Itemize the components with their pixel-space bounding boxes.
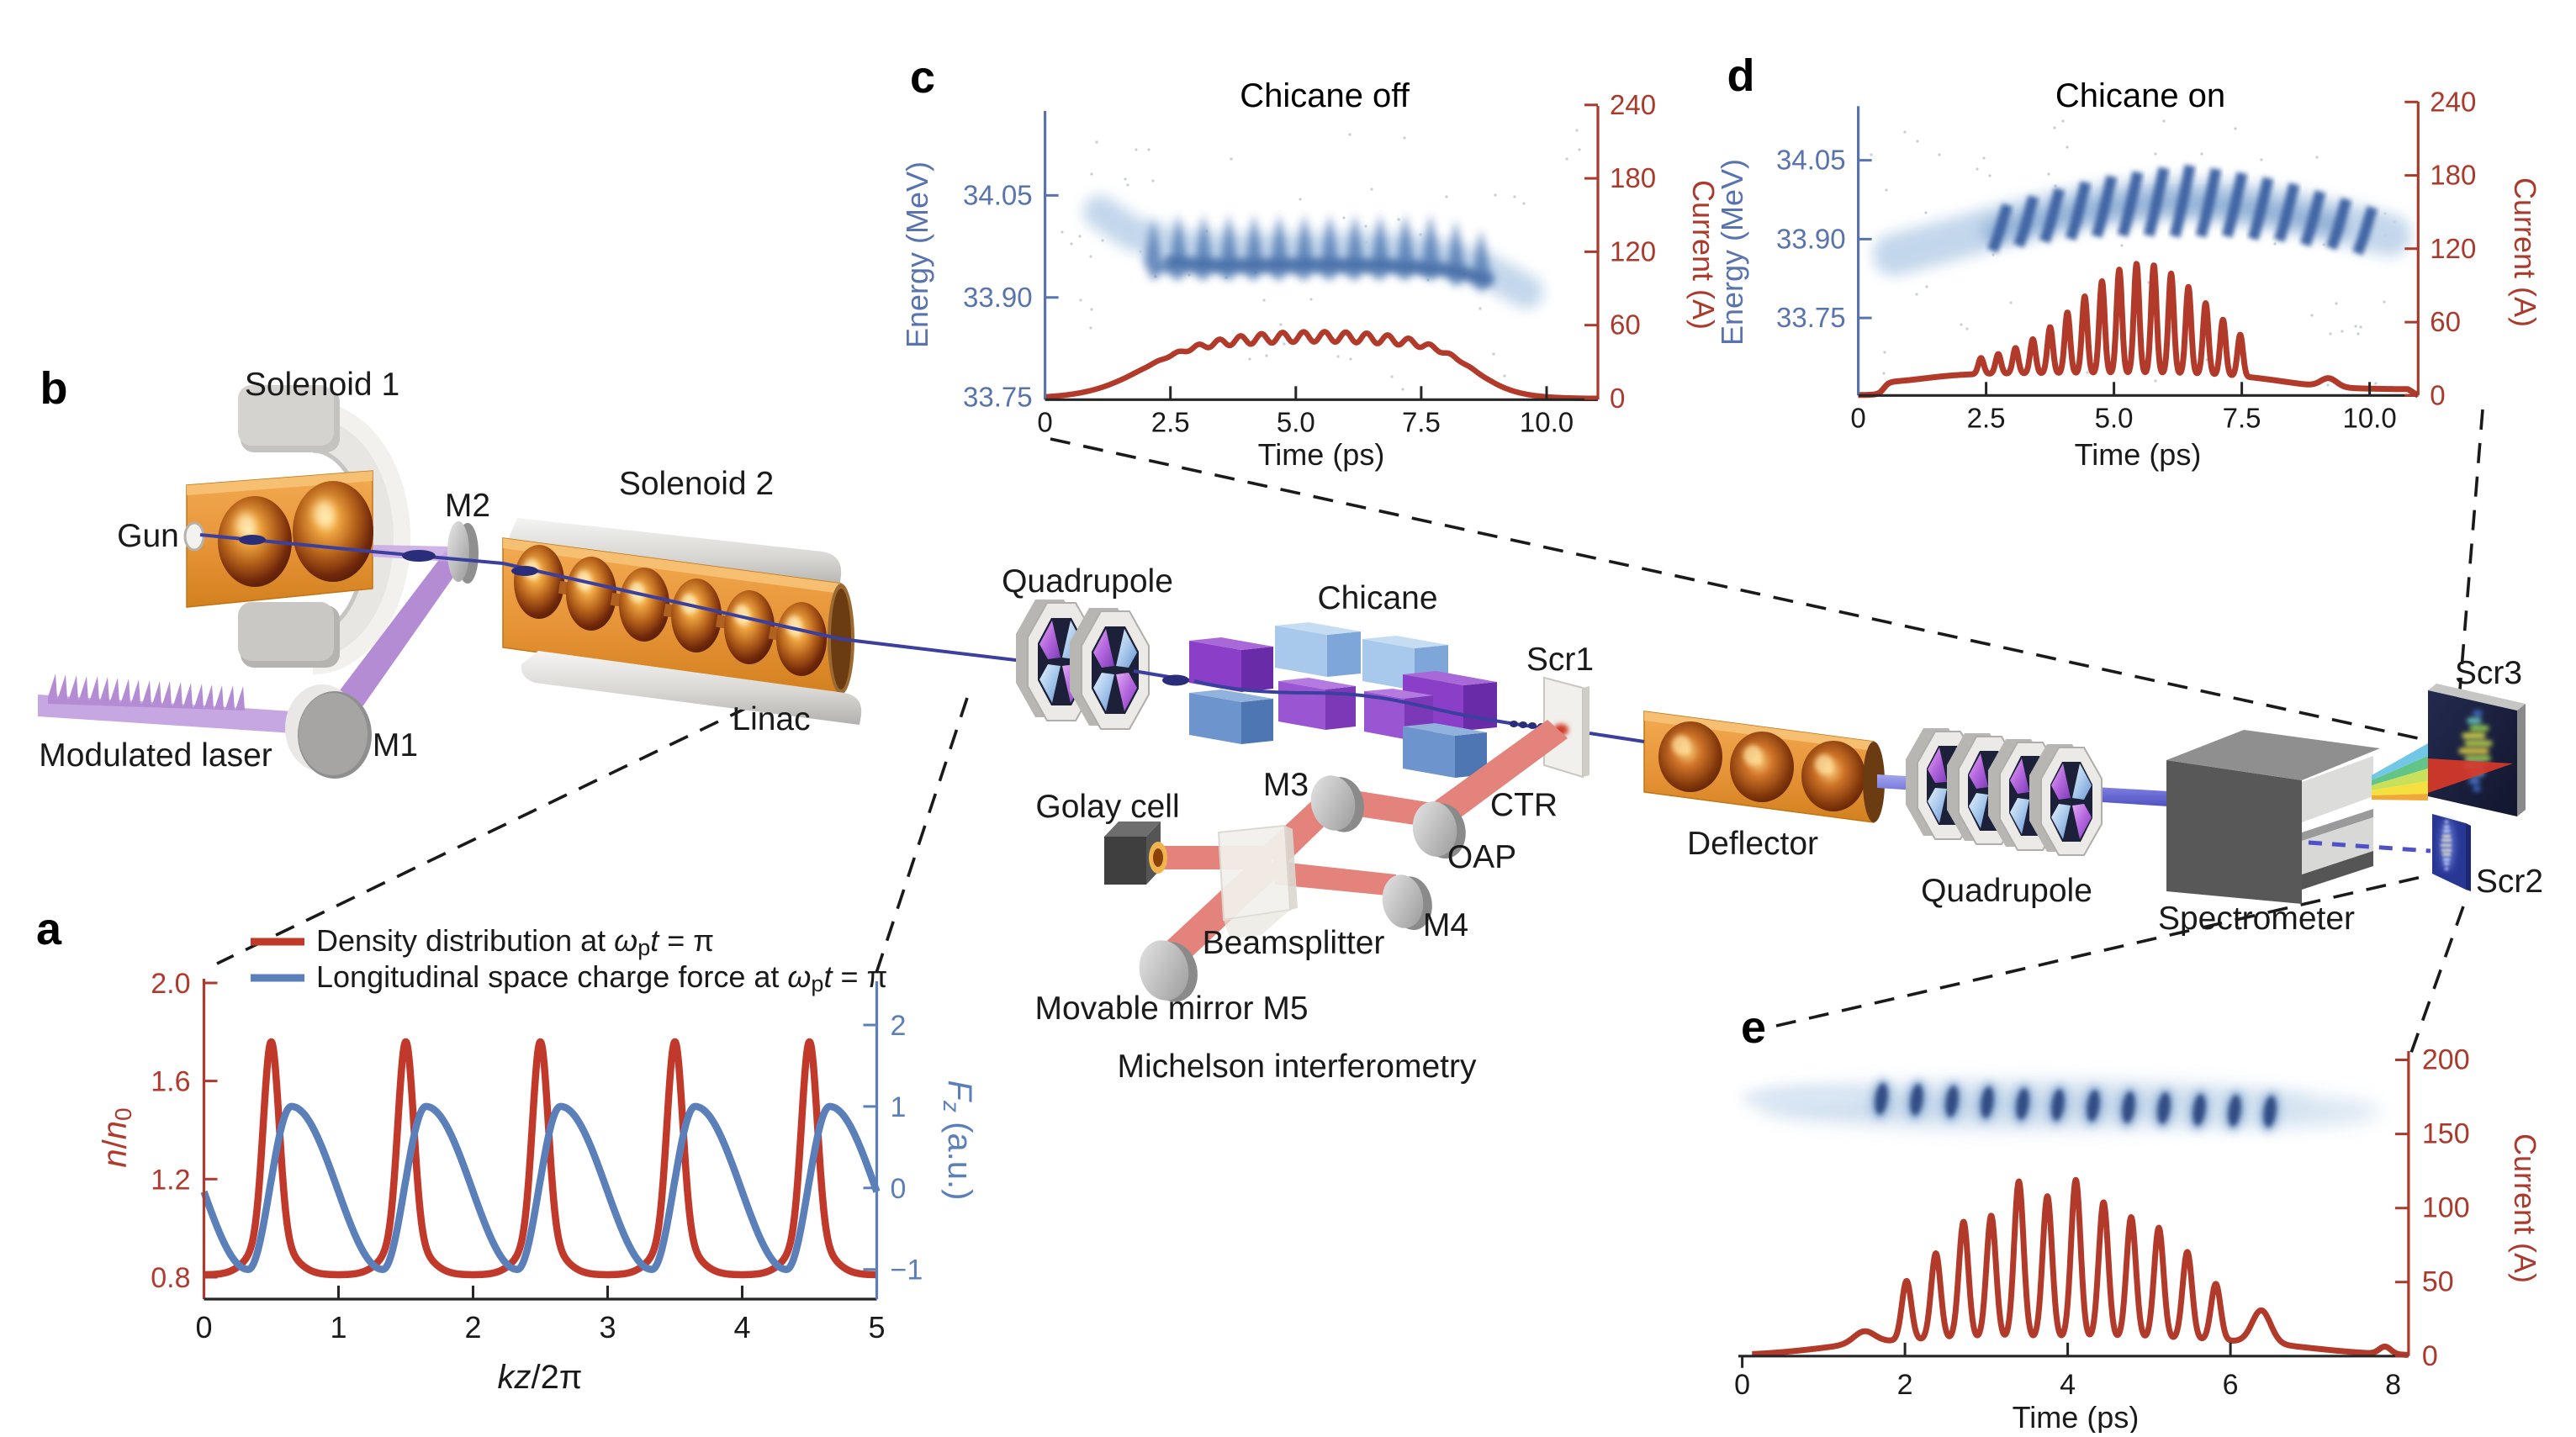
svg-text:2.5: 2.5 bbox=[1151, 406, 1190, 437]
svg-text:Time (ps): Time (ps) bbox=[2075, 437, 2202, 472]
svg-text:1.2: 1.2 bbox=[151, 1164, 190, 1196]
svg-text:0: 0 bbox=[195, 1310, 212, 1345]
svg-text:0: 0 bbox=[2422, 1340, 2438, 1372]
svg-text:Time (ps): Time (ps) bbox=[1258, 437, 1385, 472]
svg-text:50: 50 bbox=[2422, 1266, 2454, 1298]
svg-text:Current (A): Current (A) bbox=[2508, 177, 2542, 327]
svg-text:180: 180 bbox=[2430, 160, 2476, 191]
svg-text:Quadrupole: Quadrupole bbox=[1002, 563, 1173, 600]
svg-text:0: 0 bbox=[1850, 402, 1865, 433]
svg-text:2: 2 bbox=[891, 1010, 907, 1042]
svg-text:0: 0 bbox=[2430, 379, 2445, 410]
svg-text:e: e bbox=[1741, 1002, 1766, 1053]
svg-text:7.5: 7.5 bbox=[1402, 406, 1441, 437]
svg-text:Movable mirror M5: Movable mirror M5 bbox=[1034, 991, 1308, 1027]
svg-text:Beamsplitter: Beamsplitter bbox=[1203, 925, 1385, 961]
svg-text:3: 3 bbox=[599, 1310, 616, 1345]
svg-text:120: 120 bbox=[1610, 235, 1656, 267]
svg-text:1: 1 bbox=[330, 1310, 346, 1345]
svg-text:10.0: 10.0 bbox=[2342, 402, 2396, 433]
svg-text:2.5: 2.5 bbox=[1967, 402, 2006, 433]
svg-text:Gun: Gun bbox=[117, 518, 179, 554]
svg-text:60: 60 bbox=[1610, 309, 1641, 341]
svg-text:Chicane off: Chicane off bbox=[1240, 77, 1410, 114]
svg-text:−1: −1 bbox=[891, 1255, 923, 1286]
svg-text:b: b bbox=[40, 363, 68, 414]
svg-text:5.0: 5.0 bbox=[1277, 406, 1315, 437]
svg-text:n/n0: n/n0 bbox=[97, 1107, 136, 1167]
svg-text:M4: M4 bbox=[1423, 907, 1468, 943]
svg-text:Modulated laser: Modulated laser bbox=[39, 737, 272, 774]
svg-text:240: 240 bbox=[1610, 89, 1656, 120]
svg-text:0.8: 0.8 bbox=[151, 1262, 190, 1294]
svg-text:34.05: 34.05 bbox=[963, 179, 1033, 210]
svg-text:Energy (MeV): Energy (MeV) bbox=[900, 161, 934, 348]
svg-text:Quadrupole: Quadrupole bbox=[1921, 873, 2092, 909]
svg-text:0: 0 bbox=[1734, 1369, 1750, 1401]
svg-text:4: 4 bbox=[733, 1310, 750, 1345]
svg-text:a: a bbox=[36, 904, 62, 954]
svg-text:0: 0 bbox=[891, 1173, 907, 1205]
svg-text:10.0: 10.0 bbox=[1520, 406, 1574, 437]
svg-text:c: c bbox=[910, 52, 935, 103]
svg-text:8: 8 bbox=[2385, 1369, 2401, 1401]
svg-text:Current (A): Current (A) bbox=[1686, 180, 1721, 330]
svg-text:Golay cell: Golay cell bbox=[1035, 789, 1179, 825]
svg-text:6: 6 bbox=[2223, 1369, 2239, 1401]
svg-text:240: 240 bbox=[2430, 86, 2476, 117]
svg-text:Michelson interferometry: Michelson interferometry bbox=[1118, 1049, 1477, 1085]
svg-text:OAP: OAP bbox=[1447, 839, 1516, 875]
svg-text:34.05: 34.05 bbox=[1776, 145, 1846, 176]
svg-text:60: 60 bbox=[2430, 306, 2461, 337]
svg-text:Scr2: Scr2 bbox=[2476, 864, 2543, 900]
svg-text:kz/2π: kz/2π bbox=[498, 1359, 583, 1396]
svg-text:200: 200 bbox=[2422, 1044, 2470, 1076]
svg-text:Chicane on: Chicane on bbox=[2055, 77, 2225, 114]
svg-text:2: 2 bbox=[1897, 1369, 1913, 1401]
svg-text:120: 120 bbox=[2430, 233, 2476, 264]
svg-text:4: 4 bbox=[2060, 1369, 2076, 1401]
svg-text:1: 1 bbox=[891, 1091, 907, 1123]
svg-text:150: 150 bbox=[2422, 1118, 2470, 1150]
svg-text:Scr1: Scr1 bbox=[1526, 642, 1594, 678]
svg-text:7.5: 7.5 bbox=[2223, 402, 2261, 433]
svg-text:33.75: 33.75 bbox=[1776, 302, 1846, 333]
svg-text:M3: M3 bbox=[1263, 767, 1309, 803]
svg-text:Longitudinal space charge forc: Longitudinal space charge force at ωpt =… bbox=[316, 959, 887, 996]
svg-text:180: 180 bbox=[1610, 162, 1656, 193]
svg-text:Spectrometer: Spectrometer bbox=[2158, 901, 2355, 937]
svg-text:Solenoid 2: Solenoid 2 bbox=[619, 466, 774, 502]
svg-text:1.6: 1.6 bbox=[151, 1066, 190, 1098]
svg-text:Fz (a.u.): Fz (a.u.) bbox=[939, 1080, 978, 1201]
svg-text:M1: M1 bbox=[373, 727, 418, 763]
svg-text:d: d bbox=[1727, 50, 1755, 101]
svg-text:2: 2 bbox=[464, 1310, 481, 1345]
svg-text:Time (ps): Time (ps) bbox=[2013, 1400, 2140, 1433]
svg-text:Solenoid 1: Solenoid 1 bbox=[245, 367, 399, 403]
svg-text:33.90: 33.90 bbox=[1776, 223, 1846, 254]
svg-text:33.90: 33.90 bbox=[963, 282, 1033, 313]
svg-text:5: 5 bbox=[868, 1310, 885, 1345]
svg-text:Deflector: Deflector bbox=[1687, 826, 1818, 862]
svg-text:Scr3: Scr3 bbox=[2455, 655, 2522, 691]
svg-text:Current (A): Current (A) bbox=[2508, 1133, 2542, 1283]
svg-text:Energy (MeV): Energy (MeV) bbox=[1715, 159, 1749, 346]
svg-text:Density distribution at ωpt =: Density distribution at ωpt = π bbox=[316, 923, 714, 960]
svg-text:M2: M2 bbox=[445, 488, 490, 524]
svg-text:Chicane: Chicane bbox=[1317, 580, 1437, 616]
svg-text:2.0: 2.0 bbox=[151, 968, 190, 1000]
svg-text:CTR: CTR bbox=[1490, 787, 1558, 823]
svg-text:100: 100 bbox=[2422, 1192, 2470, 1224]
svg-text:Linac: Linac bbox=[732, 701, 810, 737]
svg-text:33.75: 33.75 bbox=[963, 381, 1033, 412]
svg-text:0: 0 bbox=[1037, 406, 1052, 437]
svg-text:0: 0 bbox=[1610, 383, 1625, 414]
svg-text:5.0: 5.0 bbox=[2095, 402, 2134, 433]
